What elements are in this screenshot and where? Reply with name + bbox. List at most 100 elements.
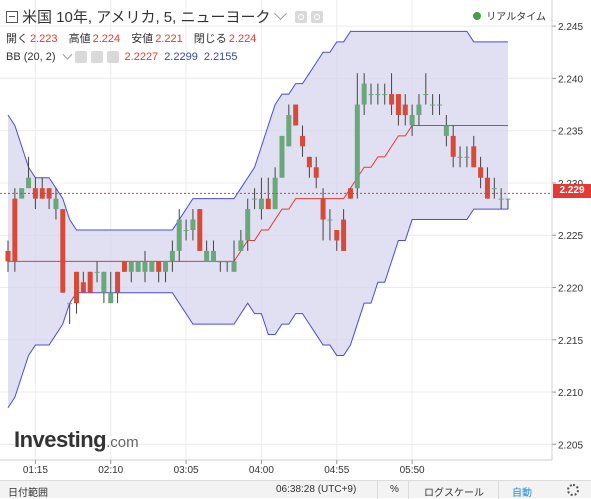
candle-down — [313, 167, 319, 178]
chevron-down-icon[interactable] — [274, 7, 288, 21]
candle-up — [272, 177, 278, 210]
auto-scale-toggle[interactable]: 自動 — [512, 488, 532, 499]
y-tick-label: 2.225 — [558, 231, 583, 242]
symbol-search-icon[interactable] — [6, 10, 18, 23]
candle-up — [128, 261, 134, 272]
candle-down — [293, 104, 299, 126]
candle-up — [94, 271, 100, 273]
close-label: 閉じる — [193, 33, 227, 45]
visibility-icon[interactable] — [295, 10, 308, 23]
candle-up — [53, 198, 59, 210]
x-tick-label: 02:10 — [98, 465, 123, 476]
candle-down — [115, 271, 121, 293]
candle-down — [265, 198, 271, 210]
candle-down — [32, 188, 38, 199]
x-tick-label: 04:00 — [249, 465, 274, 476]
candle-up — [279, 135, 285, 178]
price-axis: 2.2052.2102.2152.2202.2252.2302.2352.240… — [0, 0, 583, 461]
candle-up — [382, 94, 388, 96]
candle-up — [368, 94, 374, 96]
candle-down — [60, 209, 66, 293]
candle-up — [464, 156, 470, 158]
open-value: 2.223 — [30, 33, 58, 45]
candle-up — [204, 250, 210, 262]
candle-up — [354, 104, 360, 189]
candle-up — [361, 83, 367, 105]
low-label: 安値 — [131, 33, 154, 45]
symbol-title[interactable]: 米国 10年, アメリカ, 5, ニューヨーク — [22, 9, 271, 26]
candle-down — [300, 135, 306, 147]
candle-up — [375, 94, 381, 96]
candle-down — [39, 188, 45, 199]
candle-up — [149, 261, 155, 272]
candle-up — [245, 209, 251, 241]
open-label: 開く — [6, 33, 28, 45]
candle-down — [389, 94, 395, 105]
price-chart[interactable]: 2.2052.2102.2152.2202.2252.2302.2352.240… — [0, 0, 591, 480]
candle-up — [142, 261, 148, 272]
x-tick-label: 04:55 — [324, 465, 349, 476]
realtime-dot-icon — [473, 11, 482, 20]
candle-down — [73, 271, 79, 304]
x-tick-label: 01:15 — [23, 465, 48, 476]
candle-up — [108, 292, 114, 304]
time-axis: 01:15 02:10 03:05 04:00 04:55 05:50 — [23, 460, 425, 476]
indicator-visibility-icon[interactable] — [74, 51, 87, 63]
gear-icon[interactable] — [567, 484, 579, 496]
indicator-chevron-icon[interactable] — [62, 49, 72, 60]
indicator-name[interactable]: BB (20, 2) — [6, 51, 56, 63]
candle-down — [402, 104, 408, 115]
candle-up — [430, 104, 436, 106]
candle-down — [347, 188, 353, 199]
footer-divider — [408, 481, 409, 499]
log-scale-toggle[interactable]: ログスケール — [424, 488, 484, 499]
candle-down — [156, 261, 162, 272]
footer-divider — [498, 481, 499, 499]
candle-up — [457, 156, 463, 158]
candle-up — [443, 125, 449, 136]
candle-down — [334, 230, 340, 241]
candle-up — [423, 94, 429, 96]
candle-down — [306, 156, 312, 168]
candle-up — [409, 115, 415, 126]
y-tick-label: 2.220 — [558, 284, 583, 295]
bollinger-fill — [8, 31, 508, 408]
percent-toggle[interactable]: % — [390, 484, 399, 495]
logo-main: Investing — [14, 427, 107, 452]
x-tick-label: 05:50 — [400, 465, 425, 476]
candle-up — [258, 198, 264, 210]
candle-up — [224, 261, 230, 263]
bb-lower-value: 2.2155 — [203, 51, 238, 63]
candles — [5, 73, 511, 325]
candle-up — [437, 104, 443, 106]
indicator-remove-icon[interactable] — [106, 51, 119, 63]
candle-down — [395, 94, 401, 115]
symbol-row: 米国 10年, アメリカ, 5, ニューヨーク — [6, 6, 324, 27]
high-label: 高値 — [68, 33, 91, 45]
clock-text: 06:38:28 (UTC+9) — [276, 484, 357, 495]
footer-divider — [377, 481, 378, 499]
candle-up — [190, 219, 196, 230]
candle-down — [12, 198, 18, 262]
indicator-settings-icon[interactable] — [90, 51, 103, 63]
candle-down — [450, 135, 456, 157]
candle-down — [121, 261, 127, 272]
x-tick-label: 03:05 — [174, 465, 199, 476]
date-range-button[interactable]: 日付範囲 — [8, 488, 48, 499]
candle-up — [491, 188, 497, 190]
realtime-indicator: リアルタイム — [473, 8, 546, 23]
candle-up — [169, 250, 175, 262]
realtime-label: リアルタイム — [486, 12, 546, 23]
candle-down — [87, 271, 93, 293]
ohlc-row: 開く 2.223 高値 2.224 安値 2.221 閉じる 2.224 — [6, 30, 264, 46]
y-tick-label: 2.235 — [558, 127, 583, 138]
y-tick-label: 2.210 — [558, 388, 583, 399]
chart-footer: 日付範囲 06:38:28 (UTC+9) % ログスケール 自動 — [0, 480, 591, 499]
settings-icon[interactable] — [311, 10, 324, 23]
bollinger-mid-line — [8, 124, 508, 262]
candle-up — [210, 250, 216, 262]
candle-up — [416, 104, 422, 115]
candle-up — [217, 261, 223, 263]
low-value: 2.221 — [155, 33, 183, 45]
close-value: 2.224 — [228, 33, 257, 45]
